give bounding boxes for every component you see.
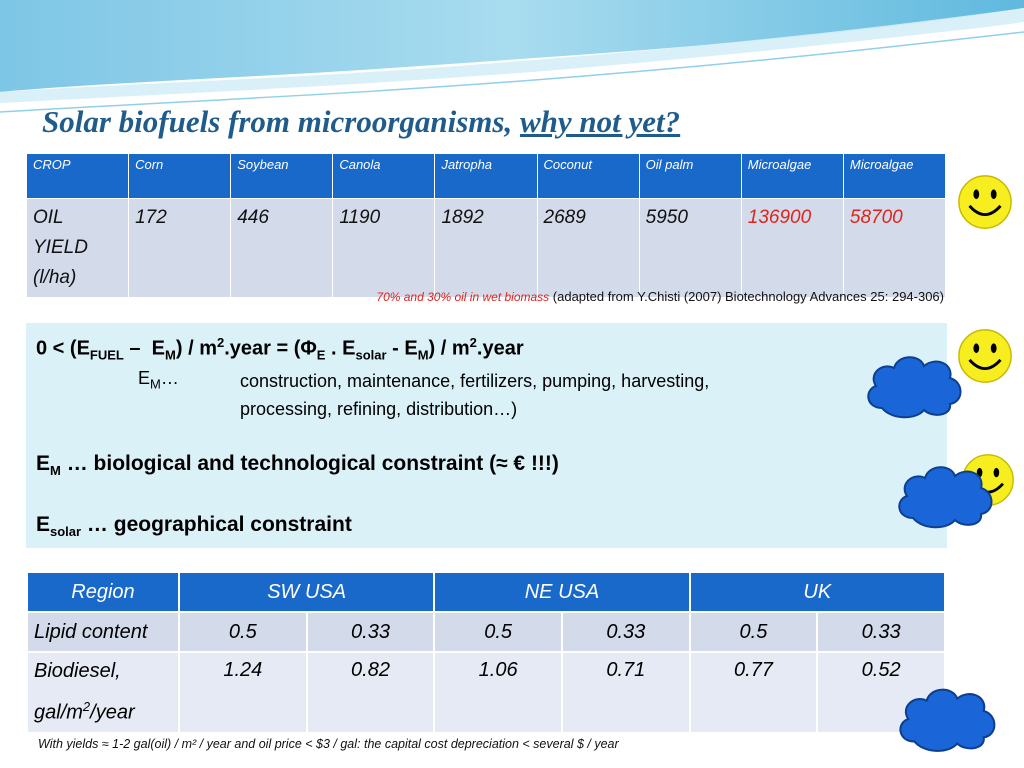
row-label: Lipid content (26, 611, 180, 653)
value-cell: 0.71 (560, 651, 691, 734)
smiley-icon (958, 175, 1012, 229)
header-cell: Microalgae (842, 153, 947, 199)
esolar-constraint: Esolar … geographical constraint (36, 513, 352, 540)
table-header-row: Region SW USA NE USA UK (26, 571, 947, 613)
equation-box: 0 < (EFUEL – EM) / m2.year = (ΦE . Esola… (26, 323, 947, 548)
value-cell: 0.33 (816, 611, 946, 653)
row-label: Biodiesel, gal/m2/year (26, 651, 180, 734)
header-cell: CROP (25, 153, 130, 199)
table-row: OIL YIELD (l/ha) 172 446 1190 1892 2689 59… (25, 198, 947, 298)
value-cell-highlight: 136900 (740, 198, 844, 298)
decorative-wave-header (0, 0, 1024, 113)
value-cell: 0.5 (688, 611, 819, 653)
value-cell: 0.33 (305, 611, 436, 653)
header-cell: Jatropha (434, 153, 538, 199)
header-cell: NE USA (433, 571, 691, 613)
row-label: OIL YIELD (l/ha) (25, 198, 130, 298)
value-cell: 0.5 (433, 611, 563, 653)
value-cell: 5950 (638, 198, 742, 298)
cloud-icon (899, 688, 996, 752)
energy-equation: 0 < (EFUEL – EM) / m2.year = (ΦE . Esola… (36, 335, 524, 363)
header-cell: Coconut (536, 153, 640, 199)
header-cell: Corn (128, 153, 232, 199)
value-cell: 0.52 (816, 651, 946, 734)
value-cell: 0.5 (178, 611, 308, 653)
value-cell: 0.82 (305, 651, 436, 734)
value-cell: 172 (128, 198, 232, 298)
title-emphasis: why not yet? (520, 104, 681, 139)
slide-title: Solar biofuels from microorganisms, why … (42, 104, 681, 139)
footnote: With yields ≈ 1-2 gal(oil) / m² / year a… (38, 737, 619, 751)
value-cell: 1.24 (178, 651, 308, 734)
header-cell: Region (26, 571, 180, 613)
em-description: construction, maintenance, fertilizers, … (240, 371, 710, 419)
table-row: Biodiesel, gal/m2/year 1.24 0.82 1.06 0.7… (26, 651, 946, 734)
header-cell: Canola (332, 153, 436, 199)
header-cell: Microalgae (740, 153, 844, 199)
header-cell: Soybean (230, 153, 334, 199)
smiley-icon (958, 329, 1012, 383)
oil-yield-table: CROP Corn Soybean Canola Jatropha Coconu… (25, 153, 947, 298)
value-cell: 2689 (536, 198, 640, 298)
value-cell: 1.06 (433, 651, 563, 734)
cloud-icon (898, 466, 993, 529)
value-cell: 446 (230, 198, 334, 298)
source-caption: 70% and 30% oil in wet biomass (adapted … (376, 289, 944, 304)
region-table: Region SW USA NE USA UK Lipid content 0.… (26, 571, 947, 734)
header-cell: Oil palm (638, 153, 742, 199)
value-cell-highlight: 58700 (842, 198, 947, 298)
table-row: Lipid content 0.5 0.33 0.5 0.33 0.5 0.33 (26, 611, 946, 653)
cloud-icon (867, 356, 962, 419)
header-cell: UK (688, 571, 947, 613)
value-cell: 1892 (434, 198, 538, 298)
table-header-row: CROP Corn Soybean Canola Jatropha Coconu… (25, 153, 947, 199)
em-label: EM… (138, 368, 179, 392)
value-cell: 0.33 (560, 611, 691, 653)
header-cell: SW USA (177, 571, 436, 613)
em-constraint: EM … biological and technological constr… (36, 452, 559, 479)
value-cell: 1190 (332, 198, 436, 298)
value-cell: 0.77 (688, 651, 819, 734)
